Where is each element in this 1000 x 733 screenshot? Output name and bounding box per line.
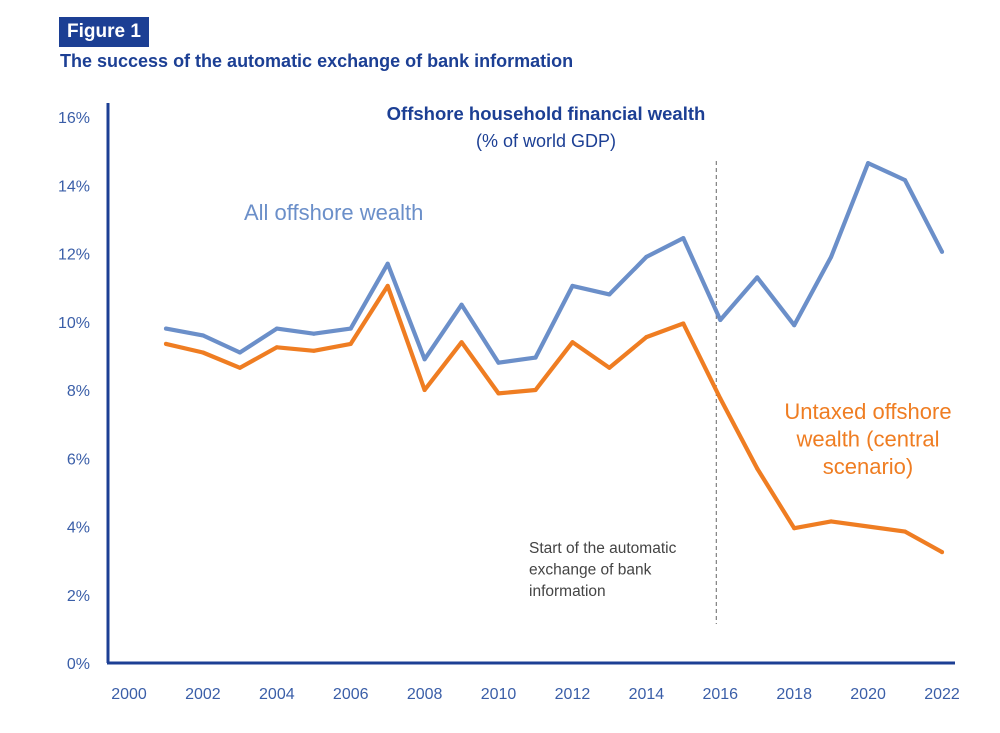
y-axis-ticks: 0% 2% 4% 6% 8% 10% 12% 14% 16% [58,110,90,673]
chart-title: Offshore household financial wealth [387,103,706,124]
chart-subtitle: (% of world GDP) [476,131,616,151]
data-point [681,236,686,241]
data-point [792,323,797,328]
data-point [570,283,575,288]
data-point [718,396,723,401]
data-point [829,254,834,259]
y-tick-label: 6% [67,451,90,468]
figure-title: The success of the automatic exchange of… [60,51,574,71]
data-point [200,333,205,338]
axes [106,103,955,665]
data-point [829,519,834,524]
legend-all-offshore-label: All offshore wealth [244,200,423,225]
series-all-offshore-line [163,161,945,365]
x-tick-label: 2010 [481,686,517,703]
data-point [422,357,427,362]
data-point [237,365,242,370]
data-point [311,348,316,353]
data-point [274,326,279,331]
data-point [459,340,464,345]
y-tick-label: 8% [67,383,90,400]
data-point [903,178,907,183]
legend-untaxed-offshore-label-line: scenario) [823,454,913,479]
chart-annotations: Offshore household financial wealth (% of… [244,103,952,479]
x-axis-ticks: 2000 2002 2004 2006 2008 2010 2012 2014 2016 2018… [111,686,960,703]
x-tick-label: 2014 [629,686,665,703]
data-point [607,292,612,297]
policy-start-label-line: Start of the automatic [529,540,677,557]
y-tick-label: 0% [67,656,90,673]
data-point [644,335,649,340]
y-tick-label: 14% [58,178,90,195]
data-point [533,388,538,392]
policy-start-label-line: information [529,583,606,600]
series-untaxed-offshore-line [163,283,945,555]
x-tick-label: 2004 [259,686,295,703]
data-point [903,529,907,534]
data-point [718,318,723,322]
data-point [348,341,353,346]
data-point [385,283,390,288]
data-point [681,321,686,326]
x-tick-label: 2012 [555,686,591,703]
y-tick-label: 12% [58,247,90,264]
y-tick-label: 10% [58,315,90,332]
data-point [459,302,464,307]
data-point [200,350,205,355]
x-tick-label: 2002 [185,686,221,703]
x-tick-label: 2006 [333,686,369,703]
data-point [755,466,760,471]
data-point [311,331,316,336]
data-point [533,355,538,360]
data-point [164,341,168,346]
x-tick-label: 2016 [702,686,738,703]
data-point [385,261,390,266]
data-point [940,249,944,254]
y-tick-label: 4% [67,520,90,537]
legend-untaxed-offshore-label-line: Untaxed offshore [784,399,951,424]
y-tick-label: 16% [58,110,90,127]
policy-start-label-line: exchange of bank [529,562,652,579]
legend-untaxed-offshore-label-line: wealth (central [795,427,939,452]
x-tick-label: 2022 [924,686,960,703]
data-point [237,350,242,355]
data-point [940,550,944,555]
data-point [274,345,279,350]
data-point [348,326,353,331]
figure-label: Figure 1 [59,17,149,47]
data-point [496,360,501,365]
x-tick-label: 2018 [776,686,812,703]
y-tick-label: 2% [67,588,90,605]
series-lines [163,161,945,555]
data-point [866,161,871,166]
data-point [570,340,575,345]
policy-start-marker: Start of the automatic exchange of bank in… [529,161,717,624]
data-point [792,526,797,531]
x-tick-label: 2008 [407,686,443,703]
data-point [496,391,501,396]
data-point [644,254,649,259]
data-point [607,365,612,370]
data-point [866,524,871,529]
data-point [755,275,760,280]
x-tick-label: 2000 [111,686,147,703]
data-point [422,388,427,392]
data-point [164,326,168,331]
x-tick-label: 2020 [850,686,886,703]
